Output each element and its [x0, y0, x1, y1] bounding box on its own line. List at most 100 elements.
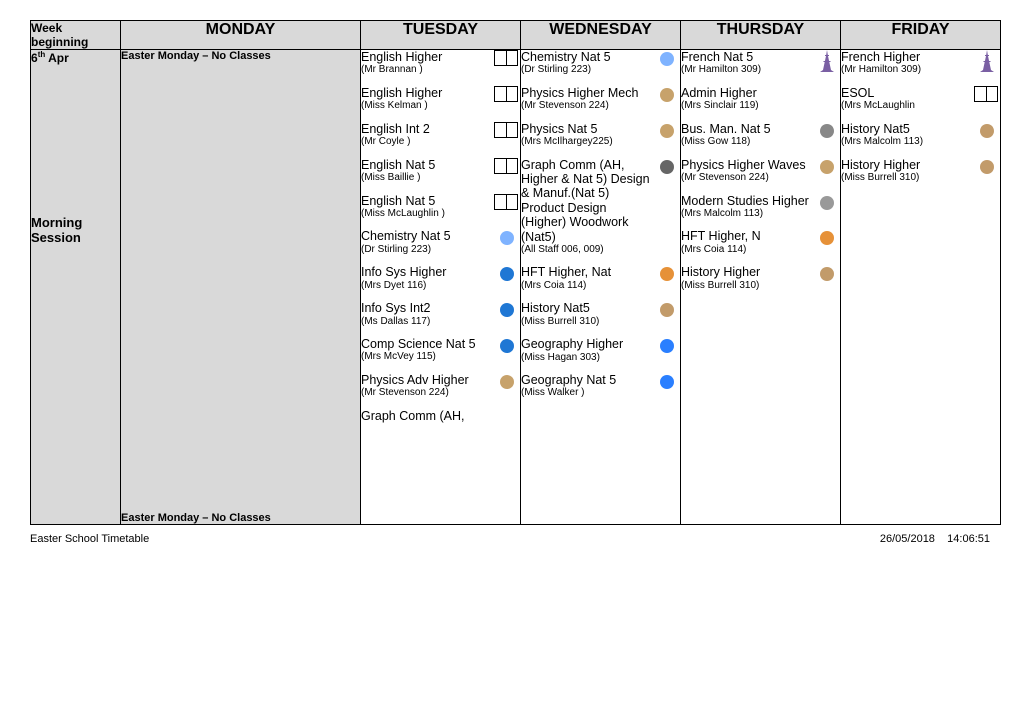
class-subject: French Nat 5 [681, 50, 810, 64]
class-entry: HFT Higher, Nat(Mrs Coia 114) [521, 265, 680, 291]
subject-icon [660, 339, 674, 353]
class-subject: ESOL [841, 86, 970, 100]
class-subject: Info Sys Higher [361, 265, 490, 279]
class-entry: English Higher(Miss Kelman ) [361, 86, 520, 112]
class-entry: Chemistry Nat 5(Dr Stirling 223) [361, 229, 520, 255]
class-subject: Physics Higher Mech [521, 86, 650, 100]
book-icon [494, 122, 518, 138]
subject-icon [660, 303, 674, 317]
day-header-fri: FRIDAY [841, 21, 1001, 50]
class-subject: Comp Science Nat 5 [361, 337, 490, 351]
class-entry: Graph Comm (AH, [361, 409, 520, 423]
class-teacher: (Mr Stevenson 224) [361, 387, 490, 399]
week-beginning-header: Week beginning [31, 21, 121, 50]
day-header-wed: WEDNESDAY [521, 21, 681, 50]
class-subject: History Nat5 [841, 122, 970, 136]
subject-icon [660, 88, 674, 102]
session-row: 6th Apr Morning Session Easter Monday – … [31, 50, 1001, 525]
day-header-thu: THURSDAY [681, 21, 841, 50]
class-subject: Bus. Man. Nat 5 [681, 122, 810, 136]
class-subject: French Higher [841, 50, 970, 64]
class-entry: English Nat 5(Miss McLaughlin ) [361, 194, 520, 220]
class-entry: English Int 2(Mr Coyle ) [361, 122, 520, 148]
class-teacher: (Miss Gow 118) [681, 136, 810, 148]
day-header-mon: MONDAY [121, 21, 361, 50]
class-entry: Geography Higher(Miss Hagan 303) [521, 337, 680, 363]
thursday-cell: French Nat 5(Mr Hamilton 309) Admin Highe… [681, 50, 841, 525]
class-teacher: (Miss Burrell 310) [841, 172, 970, 184]
class-subject: English Higher [361, 50, 490, 64]
book-icon [494, 86, 518, 102]
subject-icon [500, 375, 514, 389]
class-teacher: (Mrs Coia 114) [681, 244, 810, 256]
subject-icon [660, 267, 674, 281]
subject-icon [660, 160, 674, 174]
class-entry: HFT Higher, N(Mrs Coia 114) [681, 229, 840, 255]
class-entry: Physics Higher Waves(Mr Stevenson 224) [681, 158, 840, 184]
class-subject: Chemistry Nat 5 [361, 229, 490, 243]
eiffel-tower-icon [820, 50, 834, 72]
class-teacher: (Miss Burrell 310) [521, 316, 650, 328]
class-subject: English Nat 5 [361, 194, 490, 208]
class-teacher: (Ms Dallas 117) [361, 316, 490, 328]
class-teacher: (Mrs McLaughlin [841, 100, 970, 112]
class-entry: English Higher(Mr Brannan ) [361, 50, 520, 76]
class-teacher: (Dr Stirling 223) [521, 64, 650, 76]
class-entry: Info Sys Higher(Mrs Dyet 116) [361, 265, 520, 291]
class-teacher: (Mr Brannan ) [361, 64, 490, 76]
subject-icon [820, 124, 834, 138]
monday-note-top: Easter Monday – No Classes [121, 50, 360, 62]
class-subject: Physics Adv Higher [361, 373, 490, 387]
subject-icon [820, 231, 834, 245]
class-entry: French Higher(Mr Hamilton 309) [841, 50, 1000, 76]
class-subject: Modern Studies Higher [681, 194, 810, 208]
subject-icon [500, 339, 514, 353]
week-label-1: Week [31, 21, 62, 35]
class-teacher: (Miss Baillie ) [361, 172, 490, 184]
class-teacher: (Mrs Coia 114) [521, 280, 650, 292]
class-subject: History Higher [681, 265, 810, 279]
class-teacher: (Miss Burrell 310) [681, 280, 810, 292]
subject-icon [500, 303, 514, 317]
class-subject: History Nat5 [521, 301, 650, 315]
class-subject: Geography Higher [521, 337, 650, 351]
day-header-tue: TUESDAY [361, 21, 521, 50]
class-teacher: (Mr Stevenson 224) [521, 100, 650, 112]
session-label: Morning Session [31, 215, 120, 245]
class-entry: Info Sys Int2(Ms Dallas 117) [361, 301, 520, 327]
class-teacher: (Miss Kelman ) [361, 100, 490, 112]
book-icon [974, 86, 998, 102]
class-teacher: (Mrs Dyet 116) [361, 280, 490, 292]
class-subject: Graph Comm (AH, [361, 409, 490, 423]
subject-icon [660, 124, 674, 138]
class-entry: Physics Higher Mech(Mr Stevenson 224) [521, 86, 680, 112]
class-subject: English Nat 5 [361, 158, 490, 172]
class-entry: History Higher(Miss Burrell 310) [681, 265, 840, 291]
book-icon [494, 50, 518, 66]
class-teacher: (Mr Hamilton 309) [841, 64, 970, 76]
class-subject: Physics Higher Waves [681, 158, 810, 172]
class-entry: Comp Science Nat 5(Mrs McVey 115) [361, 337, 520, 363]
subject-icon [660, 52, 674, 66]
subject-icon [980, 160, 994, 174]
class-entry: French Nat 5(Mr Hamilton 309) [681, 50, 840, 76]
class-entry: History Nat5(Miss Burrell 310) [521, 301, 680, 327]
week-date: 6th Apr [31, 50, 120, 65]
class-teacher: (Miss McLaughlin ) [361, 208, 490, 220]
class-entry: Geography Nat 5(Miss Walker ) [521, 373, 680, 399]
class-teacher: (Mrs Malcolm 113) [841, 136, 970, 148]
class-teacher: (Mr Hamilton 309) [681, 64, 810, 76]
date-session-cell: 6th Apr Morning Session [31, 50, 121, 525]
class-subject: English Higher [361, 86, 490, 100]
class-teacher: (Mrs Sinclair 119) [681, 100, 810, 112]
class-teacher: (Miss Walker ) [521, 387, 650, 399]
class-subject: Info Sys Int2 [361, 301, 490, 315]
subject-icon [980, 124, 994, 138]
subject-icon [820, 196, 834, 210]
class-entry: ESOL(Mrs McLaughlin [841, 86, 1000, 112]
class-subject: Physics Nat 5 [521, 122, 650, 136]
header-row: Week beginning MONDAY TUESDAY WEDNESDAY … [31, 21, 1001, 50]
class-subject: Admin Higher [681, 86, 810, 100]
class-subject: History Higher [841, 158, 970, 172]
class-teacher: (Dr Stirling 223) [361, 244, 490, 256]
